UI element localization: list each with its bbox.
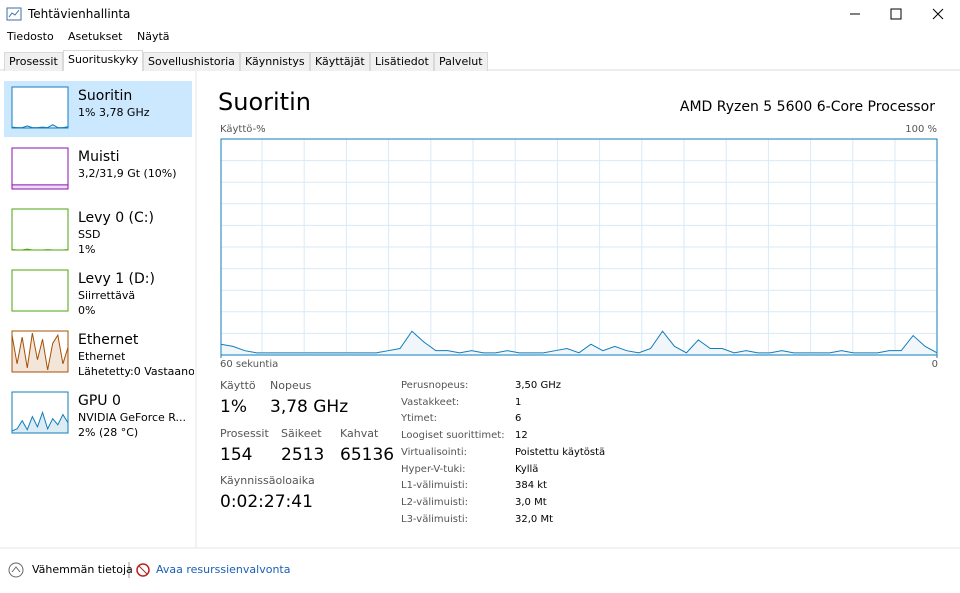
less-icon-chevron	[11, 566, 21, 573]
thumb-box	[11, 208, 69, 251]
item-detail: Ethernet	[78, 350, 126, 363]
item-name[interactable]: Levy 1 (D:)	[78, 271, 155, 287]
detail-value: Kyllä	[515, 463, 539, 475]
window-title: Tehtävienhallinta	[28, 7, 131, 21]
item-detail: 1% 3,78 GHz	[78, 106, 150, 119]
less-icon[interactable]	[8, 562, 24, 578]
thumb-area	[12, 184, 68, 189]
maximize-button[interactable]	[890, 8, 902, 20]
app-icon	[6, 7, 22, 21]
tab[interactable]: Lisätiedot	[370, 52, 434, 71]
menu-item[interactable]: Näytä	[137, 30, 170, 43]
tab[interactable]: Käynnistys	[240, 52, 310, 71]
app-icon-line	[8, 9, 20, 18]
detail-value: 3,50 GHz	[515, 380, 561, 391]
menu-item[interactable]: Tiedosto	[7, 30, 54, 43]
device-name: AMD Ryzen 5 5600 6-Core Processor	[679, 99, 935, 115]
stat-value: 2513	[281, 444, 325, 465]
stat-label: Nopeus	[270, 379, 312, 392]
detail-value: 12	[515, 430, 528, 442]
stat-label: Kahvat	[340, 426, 379, 440]
thumb-box	[11, 86, 69, 129]
menu-item[interactable]: Asetukset	[68, 30, 123, 43]
item-detail: 0%	[78, 304, 96, 317]
stat-label: Käynnissäoloaika	[220, 474, 315, 487]
monitor-icon[interactable]	[136, 563, 150, 577]
detail-label: Ytimet:	[401, 413, 437, 425]
stat-value: 65136	[340, 444, 395, 465]
item-name[interactable]: Suoritin	[78, 88, 133, 104]
x-tick-label: 0	[931, 359, 938, 370]
item-name[interactable]: GPU 0	[78, 393, 121, 409]
detail-label: Loogiset suorittimet:	[401, 430, 505, 442]
thumb-line	[11, 124, 69, 129]
thumb-box	[11, 147, 69, 190]
item-detail: 3,2/31,9 Gt (10%)	[78, 167, 177, 180]
y-tick-label: 100 %	[905, 124, 937, 135]
stat-label: Säikeet	[281, 426, 322, 440]
tab[interactable]: Sovellushistoria	[143, 52, 240, 71]
item-detail: Siirrettävä	[78, 289, 136, 302]
item-detail: SSD	[78, 228, 101, 241]
detail-label: L1-välimuisti:	[401, 480, 469, 492]
detail-value: 6	[515, 413, 522, 425]
item-detail: Lähetetty:0 Vastaanotet	[78, 365, 194, 378]
stat-label: Käyttö	[220, 379, 256, 392]
detail-label: L2-välimuisti:	[401, 496, 469, 508]
item-name[interactable]: Ethernet	[78, 332, 139, 348]
detail-label: Virtualisointi:	[401, 446, 467, 458]
detail-value: 384 kt	[515, 480, 547, 492]
detail-label: L3-välimuisti:	[401, 513, 469, 525]
thumb-line	[11, 248, 69, 251]
detail-label: Hyper-V-tuki:	[401, 463, 466, 475]
thumb-line	[11, 332, 69, 371]
detail-value: 32,0 Mt	[515, 513, 553, 525]
detail-value: 3,0 Mt	[515, 496, 547, 508]
item-name[interactable]: Muisti	[78, 149, 120, 165]
stat-value: 154	[220, 444, 253, 465]
item-name[interactable]: Levy 0 (C:)	[78, 210, 154, 226]
tab[interactable]: Käyttäjät	[310, 52, 370, 71]
x-tick-label: 60 sekuntia	[220, 359, 279, 370]
stat-value: 3,78 GHz	[270, 397, 349, 417]
detail-label: Perusnopeus:	[401, 380, 469, 391]
y-axis-label: Käyttö-%	[220, 124, 266, 135]
thumb-box	[11, 391, 69, 434]
page-title: Suoritin	[218, 88, 311, 116]
item-detail: 1%	[78, 243, 96, 256]
detail-label: Vastakkeet:	[401, 396, 460, 408]
usage-area	[221, 331, 937, 355]
item-detail: NVIDIA GeForce R...	[78, 411, 187, 424]
less-details-link[interactable]: Vähemmän tietoja	[32, 563, 133, 576]
resource-monitor-link[interactable]: Avaa resurssienvalvonta	[156, 563, 291, 576]
close-button[interactable]	[932, 8, 944, 20]
detail-value: Poistettu käytöstä	[515, 446, 606, 458]
monitor-icon-mark	[138, 565, 148, 575]
detail-value: 1	[515, 396, 522, 408]
thumb-line	[11, 410, 69, 432]
tab[interactable]: Palvelut	[434, 52, 488, 71]
tab[interactable]: Suorituskyky	[63, 50, 144, 71]
item-detail: 2% (28 °C)	[78, 426, 139, 439]
usage-line	[220, 330, 938, 354]
stat-label: Prosessit	[220, 426, 269, 440]
graph-border	[220, 138, 938, 356]
tab[interactable]: Prosessit	[4, 52, 63, 71]
thumb-box	[11, 269, 69, 312]
stat-value: 1%	[220, 397, 247, 417]
stat-value: 0:02:27:41	[220, 492, 313, 512]
